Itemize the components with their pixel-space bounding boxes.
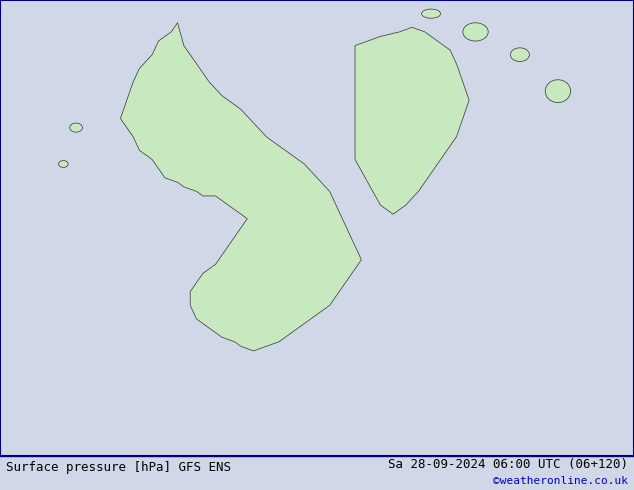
Polygon shape (355, 27, 469, 214)
Text: Surface pressure [hPa] GFS ENS: Surface pressure [hPa] GFS ENS (6, 461, 231, 474)
Polygon shape (120, 23, 361, 351)
Ellipse shape (510, 48, 529, 62)
Ellipse shape (463, 23, 488, 41)
Ellipse shape (70, 123, 82, 132)
Text: ©weatheronline.co.uk: ©weatheronline.co.uk (493, 476, 628, 487)
Ellipse shape (422, 9, 441, 18)
Ellipse shape (545, 80, 571, 102)
Ellipse shape (58, 161, 68, 168)
Text: Sa 28-09-2024 06:00 UTC (06+120): Sa 28-09-2024 06:00 UTC (06+120) (387, 458, 628, 471)
